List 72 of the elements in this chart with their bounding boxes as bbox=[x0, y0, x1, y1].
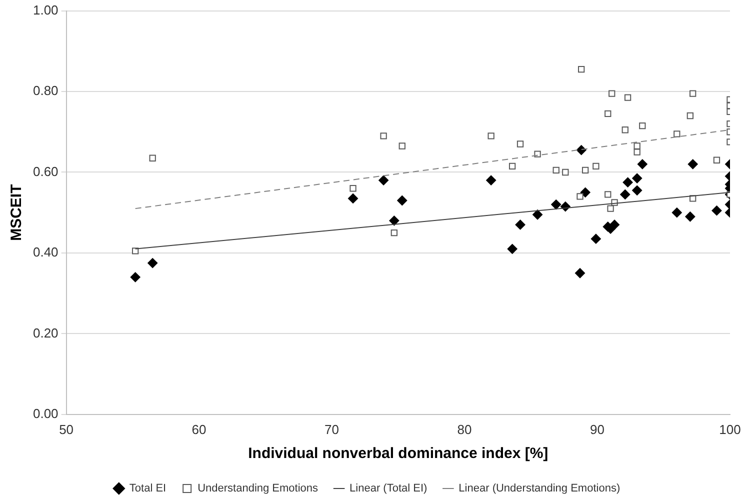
x-tick-label: 100 bbox=[719, 422, 741, 437]
point bbox=[562, 168, 569, 176]
point bbox=[508, 162, 516, 170]
x-axis-title: Individual nonverbal dominance index [%] bbox=[248, 445, 548, 462]
point bbox=[576, 193, 584, 200]
y-tick-label: 0.00 bbox=[32, 406, 58, 421]
point bbox=[685, 212, 696, 222]
point bbox=[620, 189, 630, 200]
point bbox=[149, 154, 156, 162]
legend-label: Linear (Understanding Emotions) bbox=[458, 482, 620, 495]
x-tick-label: 60 bbox=[192, 422, 206, 437]
point bbox=[578, 66, 585, 73]
point bbox=[634, 148, 640, 156]
point bbox=[632, 173, 642, 184]
legend-label: Linear (Total EI) bbox=[350, 482, 428, 495]
point bbox=[148, 258, 158, 268]
point bbox=[486, 175, 496, 186]
point bbox=[580, 187, 590, 198]
point bbox=[552, 166, 560, 174]
point bbox=[604, 191, 612, 198]
point bbox=[582, 166, 589, 174]
point bbox=[397, 195, 408, 206]
x-tick-label: 70 bbox=[324, 422, 340, 437]
x-tick-label: 80 bbox=[457, 422, 472, 437]
point bbox=[632, 185, 642, 196]
point bbox=[688, 159, 698, 170]
y-tick-label: 1.00 bbox=[32, 2, 58, 18]
y-tick-label: 0.80 bbox=[32, 83, 58, 98]
point bbox=[350, 185, 356, 192]
point bbox=[624, 94, 632, 101]
point bbox=[637, 159, 648, 170]
x-tick-label: 50 bbox=[59, 422, 74, 437]
y-tick-label: 0.60 bbox=[32, 164, 58, 179]
point bbox=[604, 110, 612, 118]
legend-label: Total EI bbox=[129, 482, 166, 495]
point bbox=[672, 208, 682, 218]
point bbox=[712, 206, 722, 216]
point bbox=[575, 268, 586, 278]
point bbox=[488, 132, 494, 140]
point bbox=[380, 132, 387, 140]
point bbox=[516, 140, 524, 148]
point bbox=[713, 156, 720, 164]
point bbox=[639, 122, 646, 130]
point bbox=[608, 90, 616, 97]
point bbox=[515, 220, 526, 230]
point bbox=[622, 126, 628, 134]
point bbox=[398, 142, 406, 150]
point bbox=[674, 130, 680, 138]
point bbox=[634, 142, 640, 150]
point bbox=[590, 234, 601, 244]
y-tick-label: 0.40 bbox=[32, 244, 58, 260]
y-tick-label: 0.20 bbox=[32, 325, 58, 340]
point bbox=[551, 200, 562, 210]
point bbox=[348, 193, 358, 204]
point bbox=[534, 150, 541, 158]
point bbox=[532, 210, 543, 220]
point bbox=[132, 248, 139, 254]
point bbox=[610, 220, 620, 230]
x-tick-label: 90 bbox=[590, 422, 604, 437]
legend-label: Understanding Emotions bbox=[198, 482, 319, 495]
point bbox=[607, 205, 614, 212]
y-axis-title: MSCEIT bbox=[8, 184, 26, 241]
point bbox=[130, 272, 140, 282]
point bbox=[390, 229, 398, 236]
point bbox=[686, 112, 694, 120]
point bbox=[507, 244, 518, 254]
point bbox=[576, 145, 586, 156]
point bbox=[389, 216, 400, 226]
point bbox=[592, 162, 600, 170]
point bbox=[690, 90, 696, 97]
point bbox=[622, 177, 633, 188]
point bbox=[378, 175, 389, 186]
